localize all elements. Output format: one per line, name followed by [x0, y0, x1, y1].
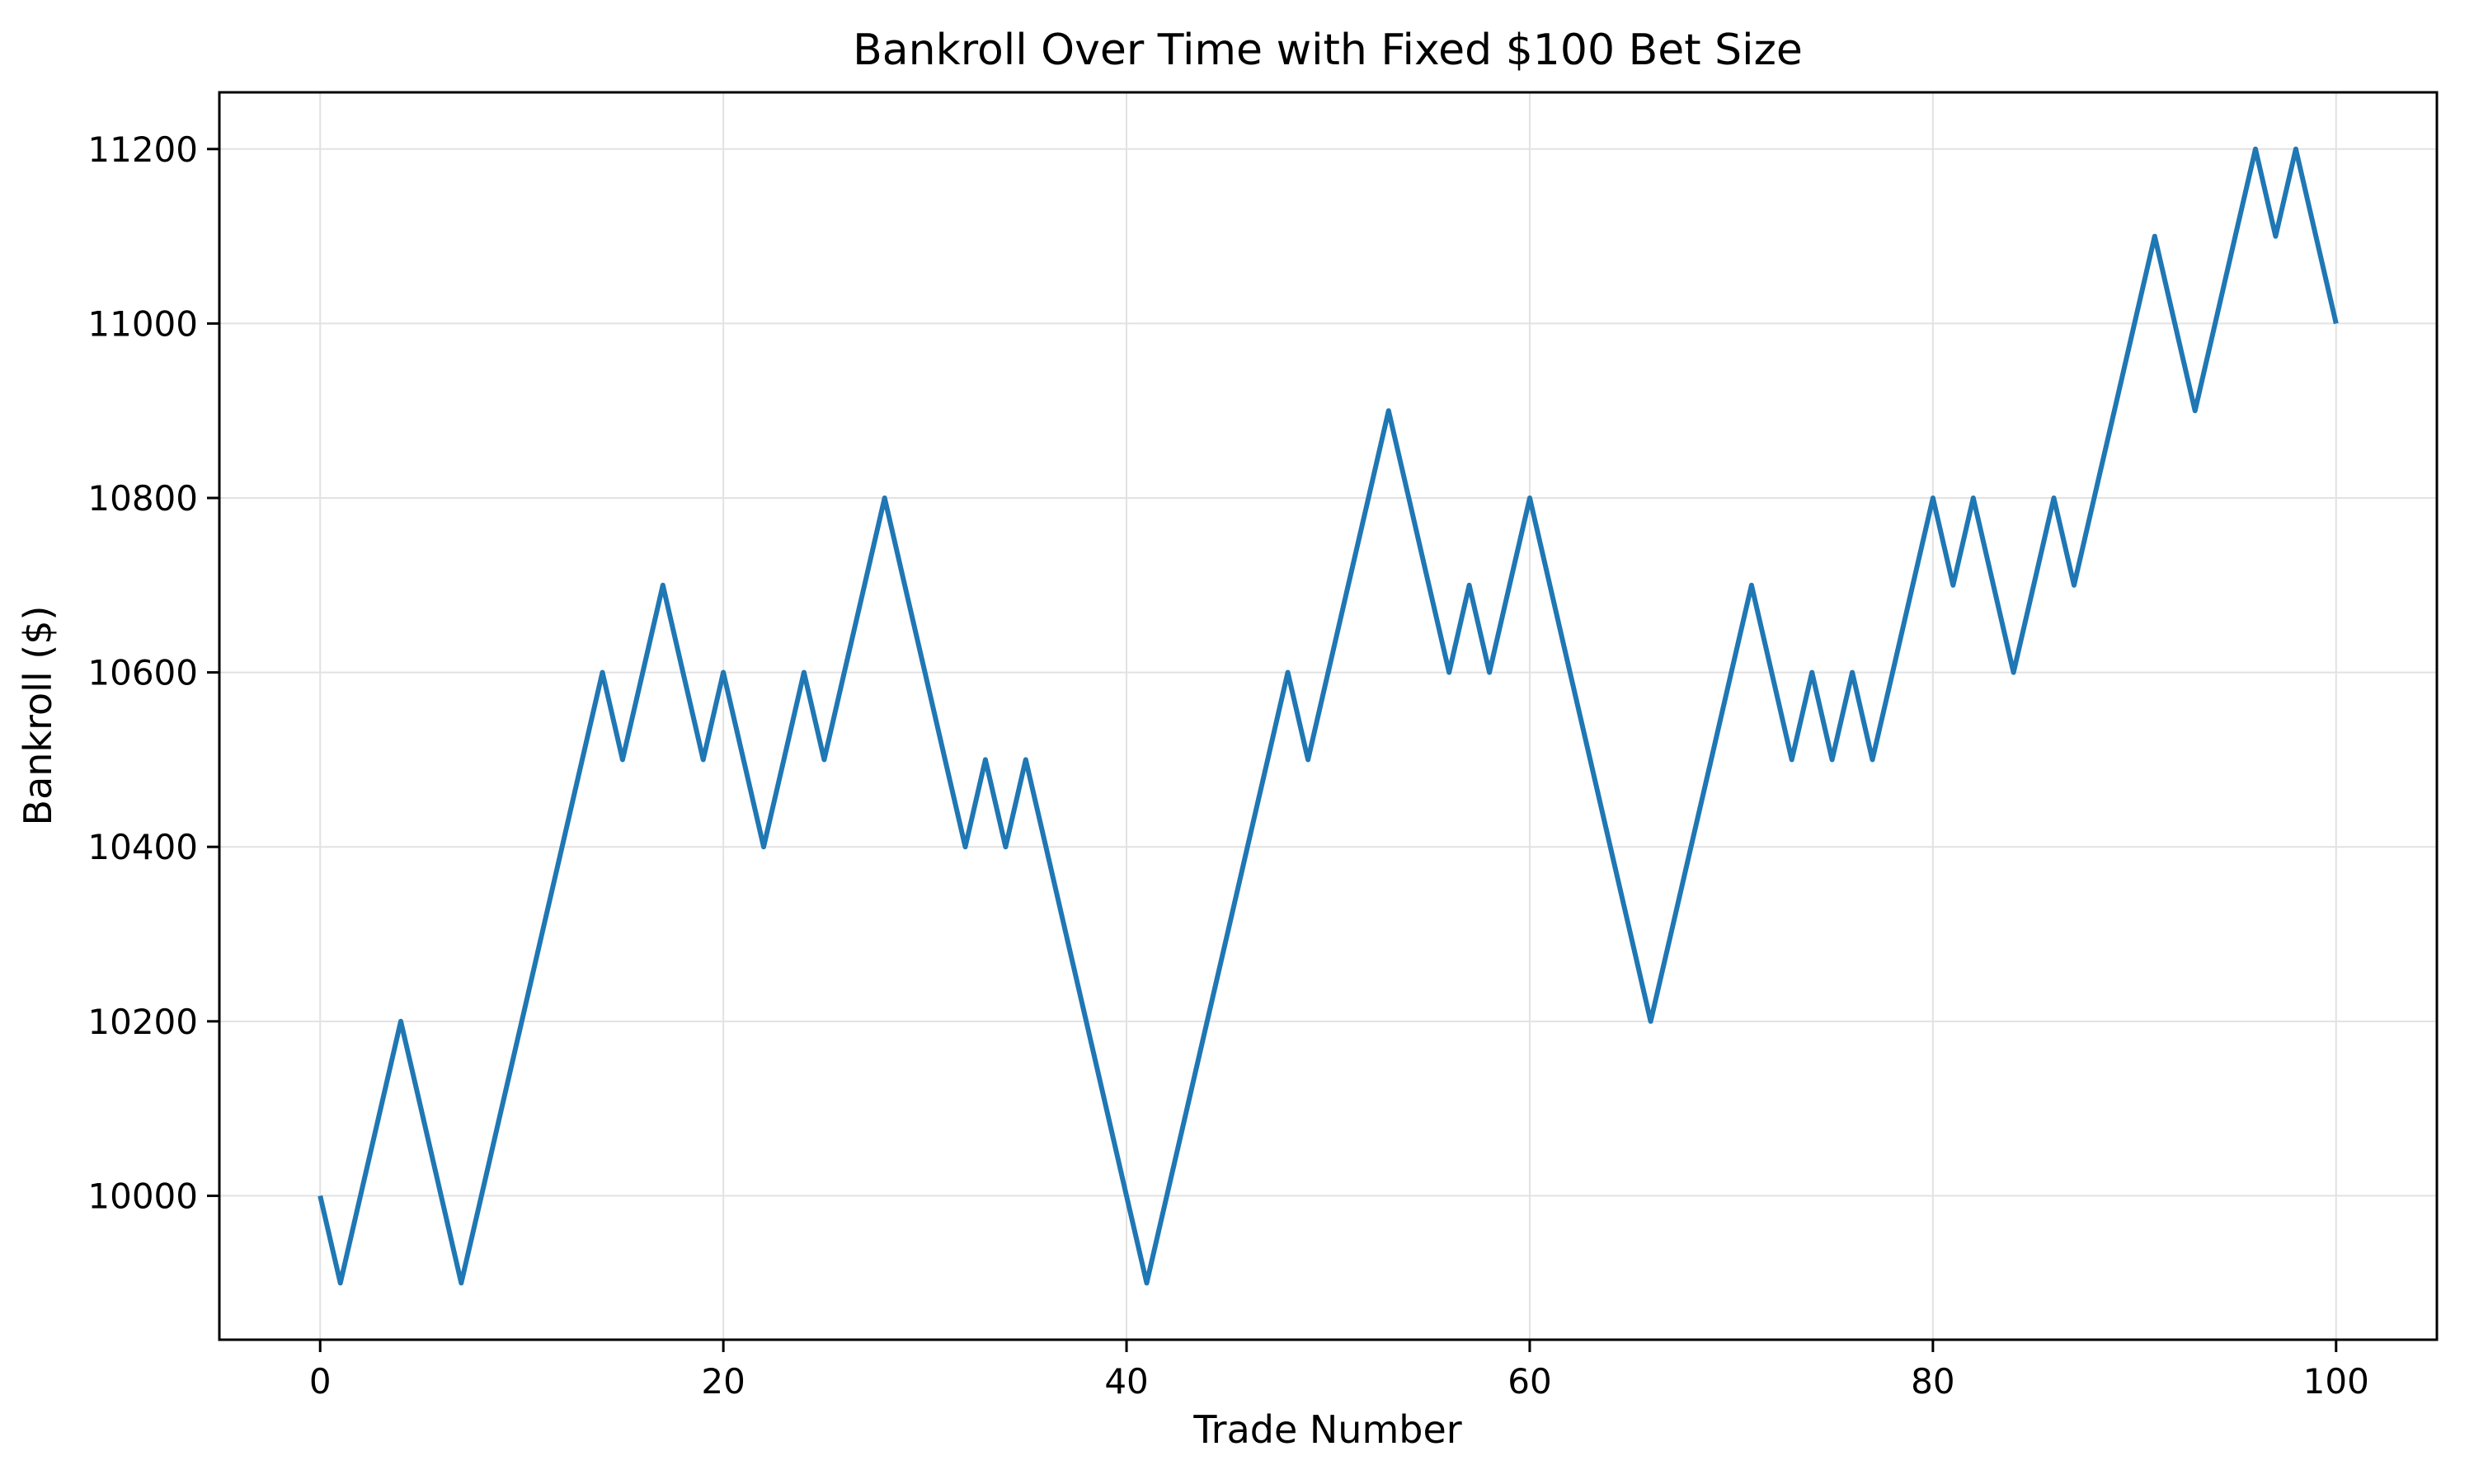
- x-tick-label: 80: [1911, 1361, 1954, 1402]
- chart-title: Bankroll Over Time with Fixed $100 Bet S…: [853, 26, 1803, 75]
- x-tick-label: 60: [1507, 1361, 1551, 1402]
- series-layer: [317, 146, 2339, 1286]
- x-axis-label: Trade Number: [1192, 1407, 1461, 1452]
- y-tick-label: 10600: [87, 653, 198, 693]
- x-tick-label: 0: [309, 1361, 332, 1402]
- x-tick-label: 100: [2303, 1361, 2369, 1402]
- tick-layer: 0 20 40 60 80 100 10000 10200 10400 10600 10800 110…: [87, 129, 2368, 1402]
- y-tick-label: 10200: [87, 1002, 198, 1042]
- y-axis-label: Bankroll ($): [16, 606, 60, 826]
- x-tick-label: 40: [1104, 1361, 1148, 1402]
- y-tick-label: 11000: [87, 303, 198, 344]
- bankroll-line: [317, 146, 2339, 1286]
- plot-spines: [218, 91, 2439, 1341]
- y-tick-label: 10800: [87, 478, 198, 519]
- grid-layer: [219, 92, 2437, 1340]
- x-tick-label: 20: [701, 1361, 745, 1402]
- y-tick-label: 11200: [87, 129, 198, 170]
- y-tick-label: 10000: [87, 1176, 198, 1216]
- y-tick-label: 10400: [87, 827, 198, 867]
